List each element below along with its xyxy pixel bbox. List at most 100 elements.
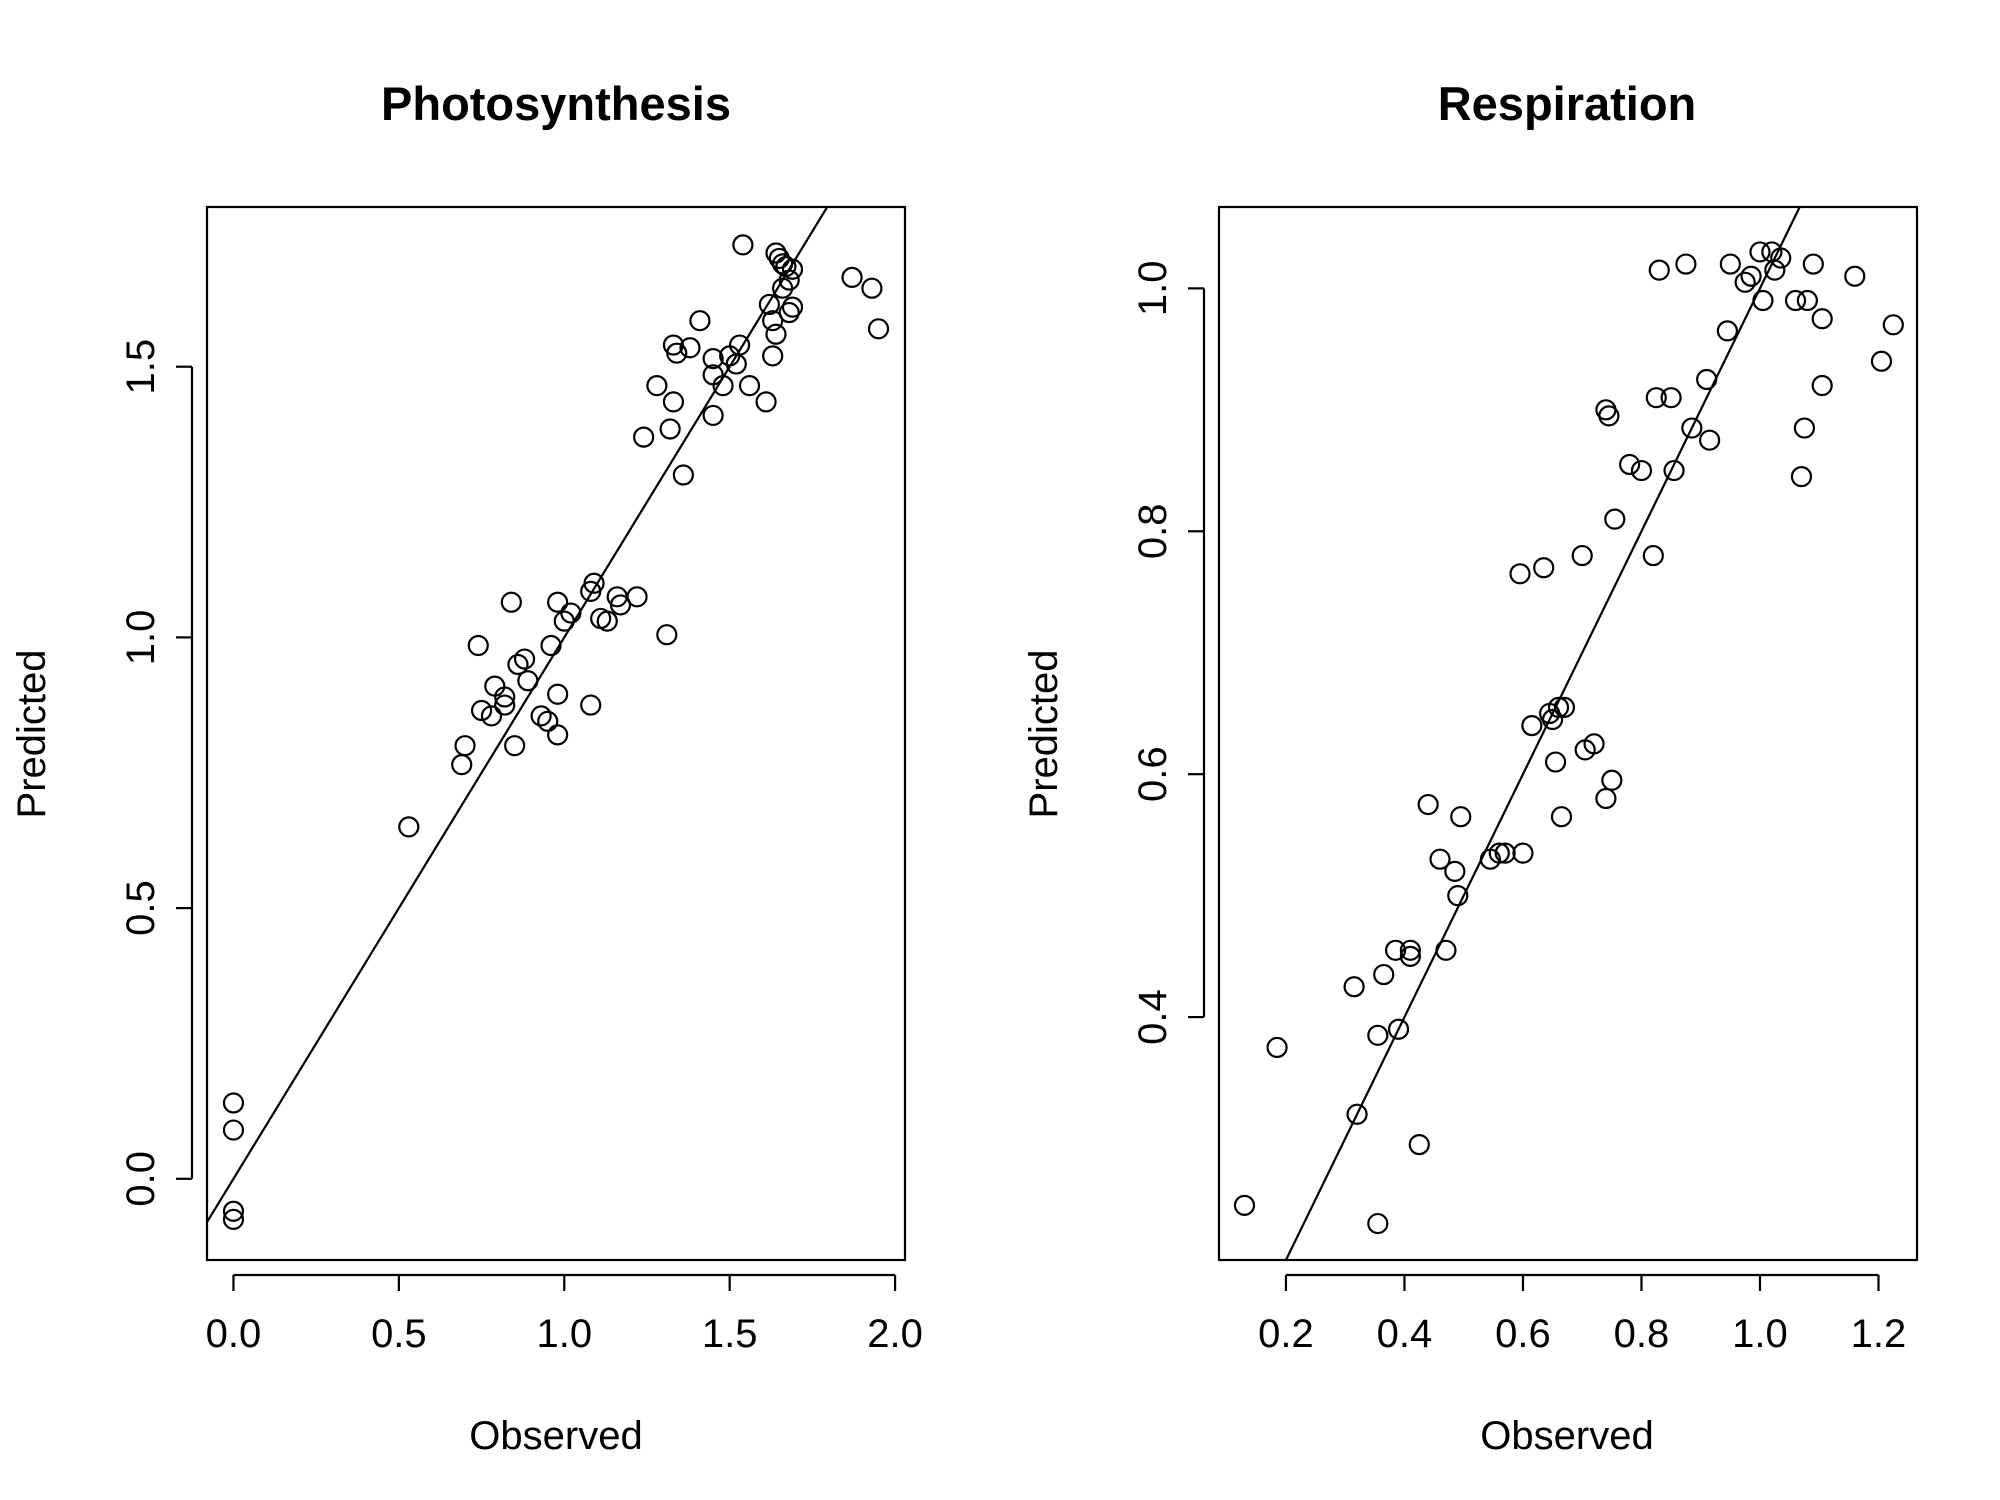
data-point [1533, 557, 1555, 579]
data-point [517, 670, 539, 692]
data-point [560, 602, 582, 624]
data-point [1595, 787, 1617, 810]
data-point [1619, 453, 1641, 476]
data-point [500, 591, 522, 613]
y-axis-title: Predicted [1022, 650, 1066, 819]
data-point [580, 694, 602, 716]
data-point [1660, 387, 1682, 409]
data-point [778, 301, 800, 324]
y-tick-label: 1.5 [119, 339, 163, 395]
data-point [781, 296, 804, 318]
data-point [494, 694, 516, 716]
data-point [1719, 253, 1741, 275]
data-point [1444, 860, 1466, 882]
data-point [222, 1119, 245, 1141]
data-point [1716, 320, 1738, 342]
data-point [1408, 1134, 1430, 1156]
data-point [1681, 417, 1703, 439]
x-tick-label: 1.2 [1851, 1312, 1907, 1356]
data-point [1796, 289, 1818, 312]
x-tick-label: 1.5 [702, 1312, 758, 1356]
data-point [1373, 963, 1395, 986]
x-tick-label: 1.0 [1732, 1312, 1788, 1356]
data-point [1367, 1212, 1389, 1235]
y-tick-label: 0.6 [1131, 746, 1175, 802]
plot-frame [205, 205, 907, 1262]
data-point [1870, 350, 1893, 372]
y-tick-label: 0.4 [1131, 989, 1175, 1045]
data-point [732, 234, 754, 256]
data-point [222, 1200, 245, 1222]
data-point [1630, 459, 1653, 482]
y-tick-label: 0.8 [1131, 503, 1175, 559]
data-point [1384, 939, 1407, 961]
data-point [1512, 842, 1534, 864]
data-point [596, 610, 618, 632]
data-point [1802, 253, 1824, 275]
data-point [1749, 241, 1771, 263]
x-tick-label: 0.8 [1614, 1312, 1670, 1356]
data-point [484, 675, 506, 697]
data-point [841, 266, 863, 288]
data-point [1399, 939, 1421, 961]
x-axis-title: Observed [469, 1414, 642, 1458]
data-point [540, 634, 562, 657]
data-point [1764, 259, 1786, 281]
data-point [672, 464, 694, 486]
data-point [1734, 271, 1756, 293]
data-point [702, 347, 724, 370]
x-tick-label: 0.2 [1258, 1312, 1314, 1356]
data-point [1604, 508, 1626, 530]
data-point [765, 242, 787, 264]
data-point [547, 683, 569, 705]
data-point [755, 391, 777, 413]
data-point [1571, 544, 1593, 567]
data-point [867, 318, 890, 340]
data-point [1521, 715, 1543, 737]
data-point [583, 572, 605, 594]
data-point [1598, 405, 1620, 427]
data-point [1447, 885, 1469, 907]
data-point [1844, 265, 1866, 287]
data-point [222, 1092, 245, 1114]
data-point [1550, 806, 1573, 828]
x-tick-label: 0.6 [1495, 1312, 1551, 1356]
chart-title: Photosynthesis [381, 77, 731, 130]
data-point [1699, 429, 1721, 451]
data-point [1435, 939, 1457, 961]
data-point [470, 699, 493, 722]
x-tick-label: 2.0 [867, 1312, 923, 1356]
data-point [689, 310, 711, 332]
data-point [738, 375, 761, 397]
data-point [1494, 842, 1516, 864]
data-point [728, 334, 751, 356]
data-point [1740, 265, 1762, 287]
data-point [467, 634, 489, 657]
data-point [762, 310, 784, 332]
data-point [1488, 842, 1510, 864]
data-point [398, 816, 420, 838]
data-point [1553, 696, 1576, 718]
data-point [547, 591, 569, 613]
data-point [656, 624, 678, 646]
data-point [702, 404, 724, 427]
data-point [547, 724, 569, 746]
data-point [1645, 387, 1667, 409]
y-tick-label: 0.5 [119, 880, 163, 936]
data-point [451, 754, 473, 776]
y-axis-title: Predicted [10, 650, 54, 819]
data-point [480, 705, 503, 727]
data-point [1346, 1103, 1368, 1125]
x-tick-label: 0.5 [371, 1312, 427, 1356]
data-point [537, 710, 559, 732]
reference-line [207, 207, 829, 1223]
data-point [679, 337, 701, 359]
data-point [659, 418, 681, 440]
data-point [762, 345, 784, 367]
data-point [1601, 769, 1623, 791]
data-point [513, 648, 536, 670]
data-point [1752, 289, 1774, 312]
data-point [1675, 253, 1697, 275]
data-point [778, 269, 800, 291]
